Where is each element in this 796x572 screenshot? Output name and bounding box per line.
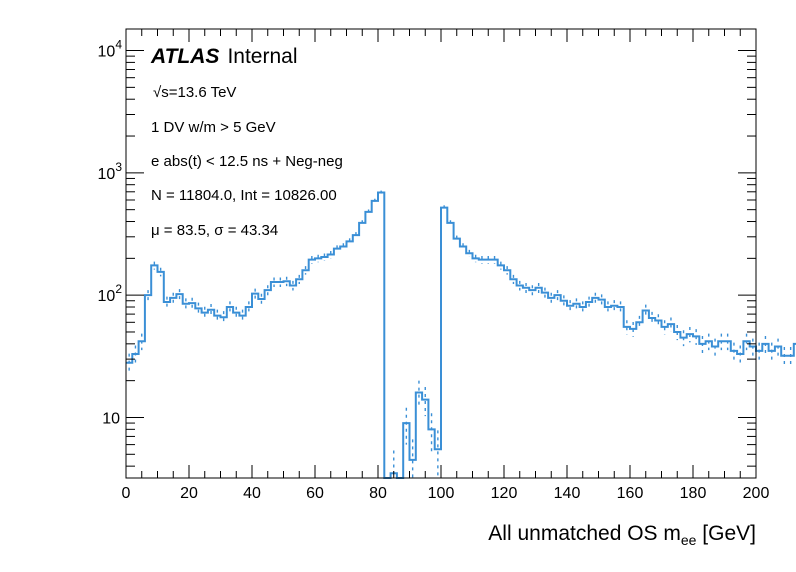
x-tick-label: 60 <box>306 485 324 502</box>
x-tick-label: 140 <box>554 485 581 502</box>
atlas-label: ATLAS Internal <box>150 45 297 68</box>
selection-label: 1 DV w/m > 5 GeV <box>151 119 276 136</box>
x-tick-label: 120 <box>491 485 518 502</box>
internal-label: Internal <box>227 45 297 68</box>
moments-label: μ = 83.5, σ = 43.34 <box>151 222 278 239</box>
stats-label: N = 11804.0, Int = 10826.00 <box>151 187 337 204</box>
x-axis-label: All unmatched OS mee [GeV] <box>488 522 756 548</box>
x-tick-label: 180 <box>680 485 707 502</box>
y-tick-label: 104 <box>98 38 123 61</box>
y-tick-label: 102 <box>98 282 123 305</box>
x-tick-label: 160 <box>617 485 644 502</box>
energy-label: √s=13.6 TeV <box>153 84 236 101</box>
x-tick-label: 80 <box>369 485 387 502</box>
x-tick-label: 40 <box>243 485 261 502</box>
timing-label: e abs(t) < 12.5 ns + Neg-neg <box>151 153 343 170</box>
y-tick-label: 103 <box>98 160 123 183</box>
axes: 0 20 40 60 80 100 120 140 160 180 200 10 102 103 104 <box>98 29 770 502</box>
histogram-line <box>126 191 796 479</box>
x-tick-label: 100 <box>428 485 455 502</box>
x-tick-label: 0 <box>122 485 131 502</box>
x-tick-label: 200 <box>743 485 770 502</box>
x-tick-label: 20 <box>180 485 198 502</box>
y-tick-label: 10 <box>102 410 120 427</box>
annotations: ATLAS Internal √s=13.6 TeV 1 DV w/m > 5 G… <box>150 45 343 239</box>
